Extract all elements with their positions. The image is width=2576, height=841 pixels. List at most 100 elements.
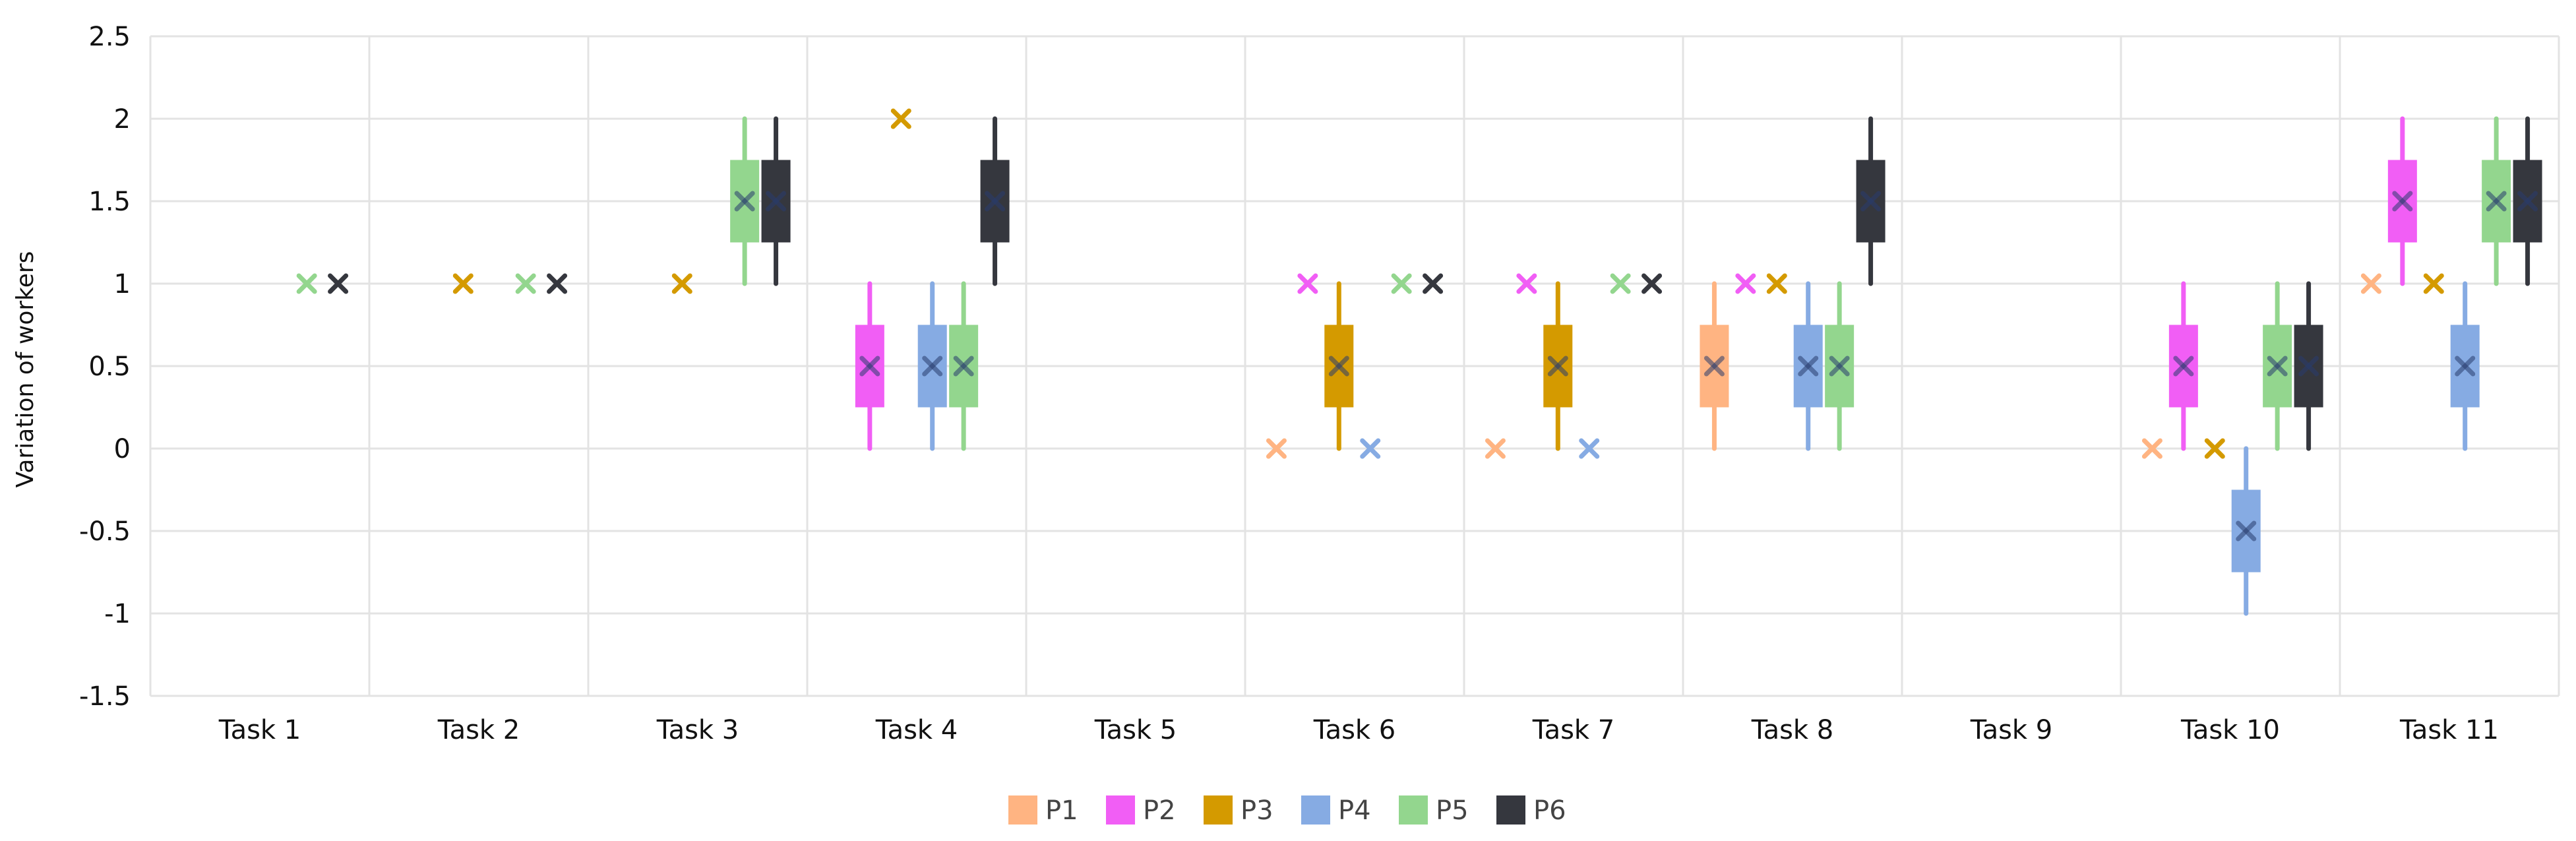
- box-P5-task-8: [1825, 281, 1855, 451]
- mean-marker: [2392, 191, 2413, 212]
- mean-marker: [1860, 191, 1882, 212]
- legend-swatch: [1301, 795, 1330, 825]
- box-P2-task-4: [855, 281, 884, 451]
- box-P6-task-3: [761, 116, 791, 286]
- mean-marker: [2360, 273, 2381, 294]
- series-P3: [452, 108, 2444, 459]
- x-tick-label: Task 10: [2180, 715, 2280, 745]
- box-P4-task-6: [1360, 438, 1381, 459]
- box-P6-task-2: [547, 273, 568, 294]
- x-tick-label: Task 11: [2399, 715, 2499, 745]
- legend-label: P4: [1338, 795, 1371, 826]
- mean-marker: [1391, 273, 1412, 294]
- y-tick-label: -1.5: [79, 681, 131, 712]
- x-tick-label: Task 5: [1094, 715, 1177, 745]
- mean-marker: [2236, 520, 2257, 542]
- legend-item-P2: P2: [1106, 795, 1176, 826]
- mean-marker: [953, 356, 974, 377]
- mean-marker: [1703, 356, 1725, 377]
- y-axis-title: Variation of workers: [12, 251, 39, 488]
- legend-label: P5: [1436, 795, 1469, 826]
- legend-item-P6: P6: [1496, 795, 1566, 826]
- mean-marker: [296, 273, 317, 294]
- y-tick-label: 0: [114, 434, 131, 464]
- box-P2-task-11: [2387, 116, 2417, 286]
- y-tick-label: 2: [114, 104, 131, 135]
- y-axis: 2.5 2 1.5 1 0.5 0 -0.5 -1 -1.5: [79, 22, 131, 712]
- legend-label: P1: [1045, 795, 1078, 826]
- mean-marker: [985, 191, 1006, 212]
- x-tick-label: Task 2: [437, 715, 520, 745]
- plot-area: [296, 108, 2542, 616]
- box-P2-task-10: [2168, 281, 2198, 451]
- series-P2: [855, 116, 2417, 451]
- box-P1-task-8: [1700, 281, 1729, 451]
- mean-marker: [2455, 356, 2476, 377]
- mean-marker: [859, 356, 880, 377]
- box-P1-task-10: [2141, 438, 2162, 459]
- y-tick-label: 2.5: [88, 22, 131, 52]
- legend-item-P4: P4: [1301, 795, 1371, 826]
- box-P5-task-7: [1610, 273, 1631, 294]
- x-tick-label: Task 9: [1970, 715, 2053, 745]
- legend-swatch: [1106, 795, 1135, 825]
- box-P4-task-8: [1793, 281, 1823, 451]
- mean-marker: [2298, 356, 2319, 377]
- box-P5-task-1: [296, 273, 317, 294]
- legend-swatch: [1008, 795, 1037, 825]
- y-tick-label: 0.5: [88, 352, 131, 382]
- box-P3-task-10: [2204, 438, 2225, 459]
- legend-label: P6: [1533, 795, 1566, 826]
- legend-label: P2: [1143, 795, 1176, 826]
- box-P4-task-4: [917, 281, 947, 451]
- x-tick-label: Task 1: [218, 715, 301, 745]
- legend-label: P3: [1241, 795, 1273, 826]
- box-P6-task-7: [1641, 273, 1663, 294]
- box-P1-task-7: [1485, 438, 1506, 459]
- mean-marker: [734, 191, 755, 212]
- mean-marker: [1735, 273, 1756, 294]
- mean-marker: [1360, 438, 1381, 459]
- x-tick-label: Task 6: [1313, 715, 1396, 745]
- box-P3-task-4: [890, 108, 911, 129]
- box-P5-task-4: [949, 281, 979, 451]
- x-tick-label: Task 7: [1532, 715, 1615, 745]
- mean-marker: [2267, 356, 2288, 377]
- mean-marker: [1423, 273, 1444, 294]
- box-P6-task-11: [2513, 116, 2542, 286]
- series-P1: [1266, 273, 2381, 459]
- box-P3-task-11: [2423, 273, 2444, 294]
- mean-marker: [2486, 191, 2507, 212]
- legend-item-P1: P1: [1008, 795, 1078, 826]
- box-P5-task-3: [730, 116, 760, 286]
- y-tick-label: -0.5: [79, 516, 131, 547]
- mean-marker: [1610, 273, 1631, 294]
- mean-marker: [2423, 273, 2444, 294]
- box-P6-task-8: [1856, 116, 1886, 286]
- legend-item-P5: P5: [1399, 795, 1469, 826]
- mean-marker: [1547, 356, 1568, 377]
- box-P4-task-10: [2231, 446, 2261, 616]
- legend-swatch: [1204, 795, 1233, 825]
- box-P6-task-1: [328, 273, 349, 294]
- box-P3-task-3: [671, 273, 692, 294]
- mean-marker: [1579, 438, 1600, 459]
- mean-marker: [1516, 273, 1537, 294]
- x-tick-label: Task 4: [875, 715, 958, 745]
- mean-marker: [515, 273, 536, 294]
- x-tick-label: Task 3: [656, 715, 739, 745]
- mean-marker: [890, 108, 911, 129]
- mean-marker: [1829, 356, 1850, 377]
- mean-marker: [1485, 438, 1506, 459]
- x-tick-label: Task 8: [1751, 715, 1834, 745]
- box-P5-task-10: [2263, 281, 2292, 451]
- legend-swatch: [1496, 795, 1525, 825]
- legend-item-P3: P3: [1204, 795, 1273, 826]
- grid: [149, 35, 2560, 697]
- mean-marker: [766, 191, 787, 212]
- box-P3-task-6: [1324, 281, 1354, 451]
- mean-marker: [452, 273, 474, 294]
- y-tick-label: 1.5: [88, 187, 131, 217]
- mean-marker: [1328, 356, 1349, 377]
